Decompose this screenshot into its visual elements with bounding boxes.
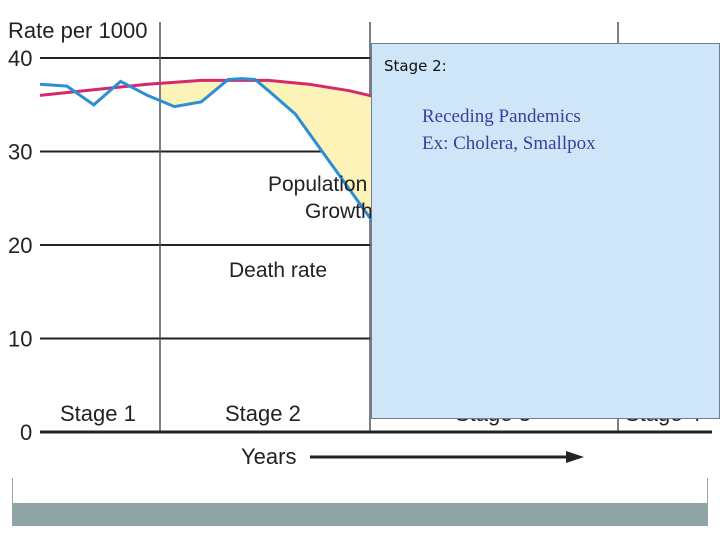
footer-bracket-left: [12, 478, 13, 503]
panel-text-line1: Receding Pandemics: [422, 106, 581, 127]
y-tick-labels: 40 30 20 10 0: [8, 46, 32, 445]
annotation-death-rate: Death rate: [229, 259, 327, 282]
stage-label-1: Stage 1: [60, 401, 136, 426]
y-tick-label: 0: [20, 420, 32, 445]
x-axis-label: Years: [241, 444, 296, 469]
natural-increase-fill: [161, 78, 410, 264]
footer-bracket-right: [707, 478, 708, 503]
panel-text-line2: Ex: Cholera, Smallpox: [422, 133, 596, 154]
death-rate-line: [39, 77, 418, 270]
stage-label-2: Stage 2: [225, 401, 301, 426]
x-axis-label-group: Years: [241, 444, 584, 469]
y-tick-label: 30: [8, 140, 32, 165]
y-tick-label: 20: [8, 233, 32, 258]
annotation-population-growth-line2: Growth: [305, 200, 373, 223]
y-tick-label: 40: [8, 46, 32, 71]
x-axis-arrow-head: [566, 451, 584, 463]
y-tick-label: 10: [8, 327, 32, 352]
annotation-population-growth-line1: Population: [268, 173, 367, 196]
panel-heading: Stage 2:: [384, 57, 447, 75]
footer-bar: [12, 503, 708, 526]
stage-description-panel: Stage 2: Receding Pandemics Ex: Cholera,…: [371, 43, 720, 419]
y-axis-label: Rate per 1000: [8, 18, 147, 43]
